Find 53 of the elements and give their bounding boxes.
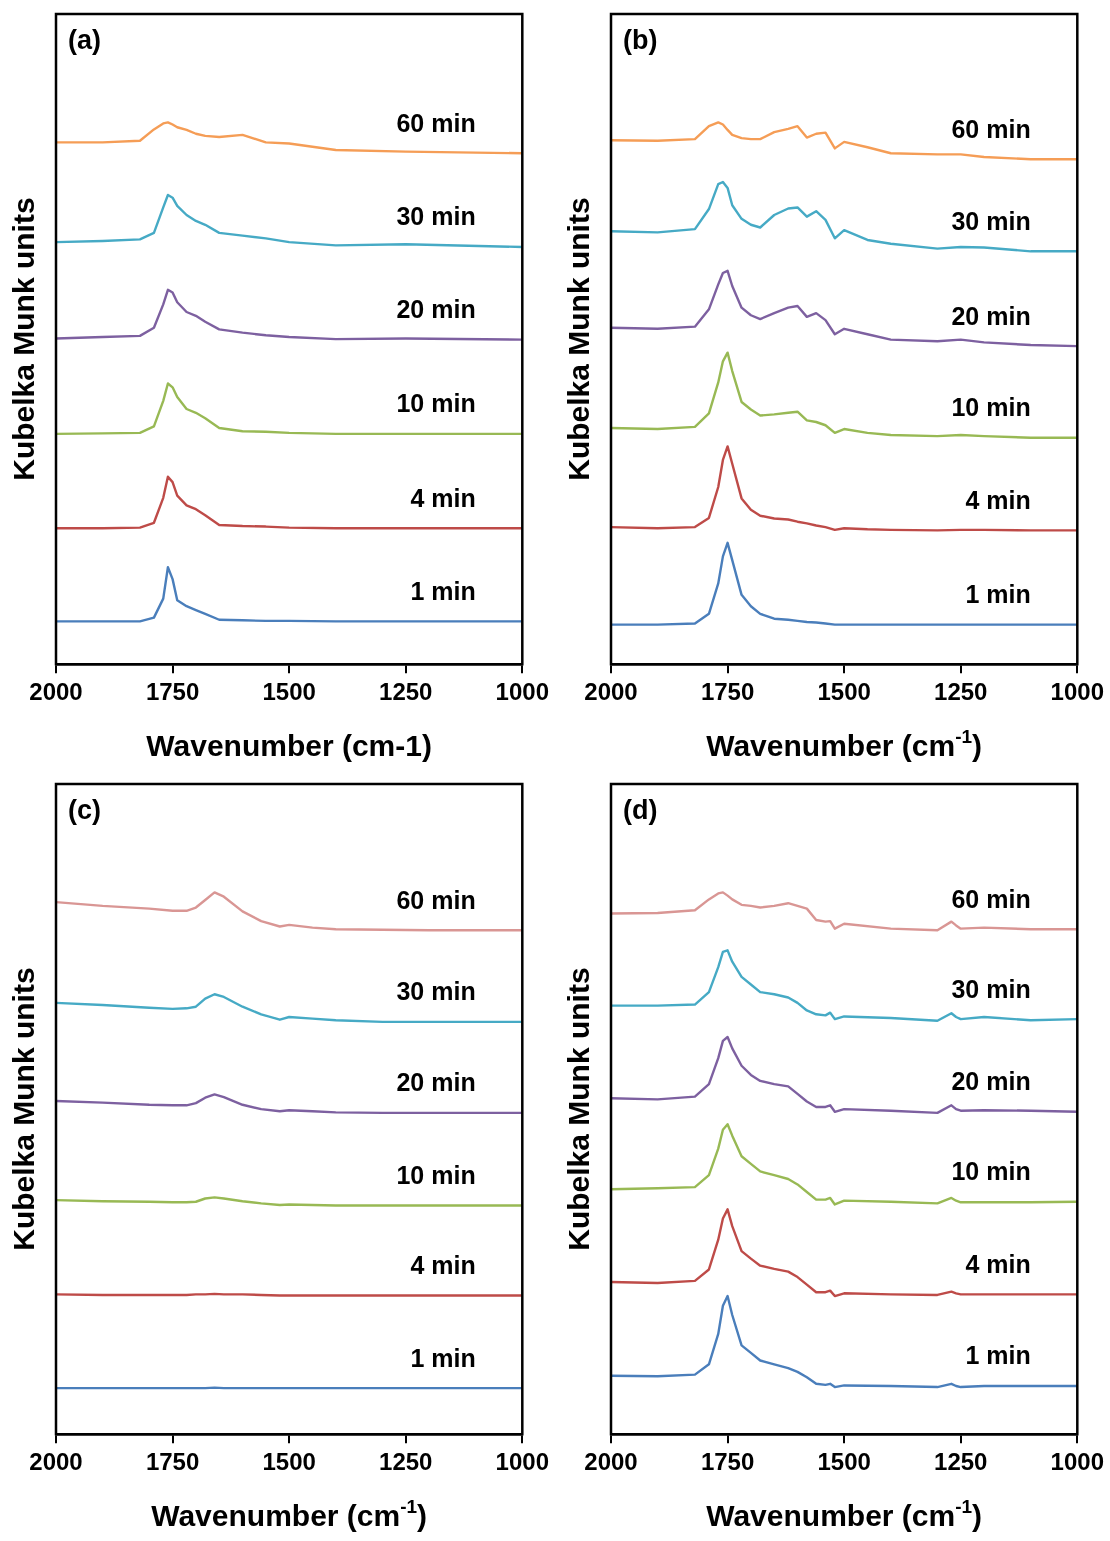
x-tick-label: 1500 xyxy=(817,1448,871,1476)
series-label: 1 min xyxy=(410,576,476,605)
series-label: 4 min xyxy=(965,1249,1031,1278)
x-tick-label: 1500 xyxy=(262,1448,316,1476)
x-tick-label: 1250 xyxy=(379,1448,433,1476)
series-label: 60 min xyxy=(951,884,1031,913)
x-tick-label: 1500 xyxy=(817,678,871,706)
x-axis-title: Wavenumber (cm-1) xyxy=(146,729,432,763)
series-label: 10 min xyxy=(396,1160,476,1189)
x-tick-label: 1000 xyxy=(495,678,549,706)
y-axis-title: Kubelka Munk units xyxy=(7,197,41,481)
y-axis-title: Kubelka Munk units xyxy=(562,967,596,1251)
series-label: 20 min xyxy=(951,1067,1031,1096)
series-label: 1 min xyxy=(410,1343,476,1372)
x-tick-label: 2000 xyxy=(584,678,638,706)
x-tick-label: 2000 xyxy=(29,1448,83,1476)
series-label: 1 min xyxy=(965,1341,1031,1370)
x-tick-label: 1750 xyxy=(700,1448,755,1476)
series-label: 4 min xyxy=(965,485,1031,514)
series-label: 1 min xyxy=(965,580,1031,609)
series-label: 60 min xyxy=(396,108,476,137)
series-label: 4 min xyxy=(410,1250,476,1279)
x-tick-label: 1000 xyxy=(495,1448,549,1476)
x-tick-label: 1750 xyxy=(145,1448,200,1476)
x-tick-label: 1000 xyxy=(1050,1448,1104,1476)
series-label: 60 min xyxy=(396,885,476,914)
y-axis-title: Kubelka Munk units xyxy=(562,197,596,481)
series-label: 10 min xyxy=(951,393,1031,422)
series-label: 20 min xyxy=(396,295,476,324)
chart-title: (d) xyxy=(623,794,658,825)
x-tick-label: 1750 xyxy=(700,678,755,706)
x-tick-label: 1250 xyxy=(379,678,433,706)
series-label: 30 min xyxy=(951,206,1031,235)
series-label: 60 min xyxy=(951,114,1031,143)
x-tick-label: 2000 xyxy=(584,1448,638,1476)
series-label: 20 min xyxy=(396,1068,476,1097)
x-tick-label: 2000 xyxy=(29,678,83,706)
chart-title: (c) xyxy=(68,794,101,825)
series-label: 20 min xyxy=(951,301,1031,330)
chart-title: (b) xyxy=(623,24,658,55)
x-tick-label: 1250 xyxy=(934,678,988,706)
series-label: 4 min xyxy=(410,483,476,512)
series-label: 10 min xyxy=(951,1157,1031,1186)
series-label: 30 min xyxy=(951,974,1031,1003)
x-tick-label: 1500 xyxy=(262,678,316,706)
chart-title: (a) xyxy=(68,24,101,55)
series-label: 10 min xyxy=(396,389,476,418)
series-label: 30 min xyxy=(396,202,476,231)
y-axis-title: Kubelka Munk units xyxy=(7,967,41,1251)
x-tick-label: 1000 xyxy=(1050,678,1104,706)
x-tick-label: 1750 xyxy=(145,678,200,706)
x-tick-label: 1250 xyxy=(934,1448,988,1476)
series-label: 30 min xyxy=(396,977,476,1006)
